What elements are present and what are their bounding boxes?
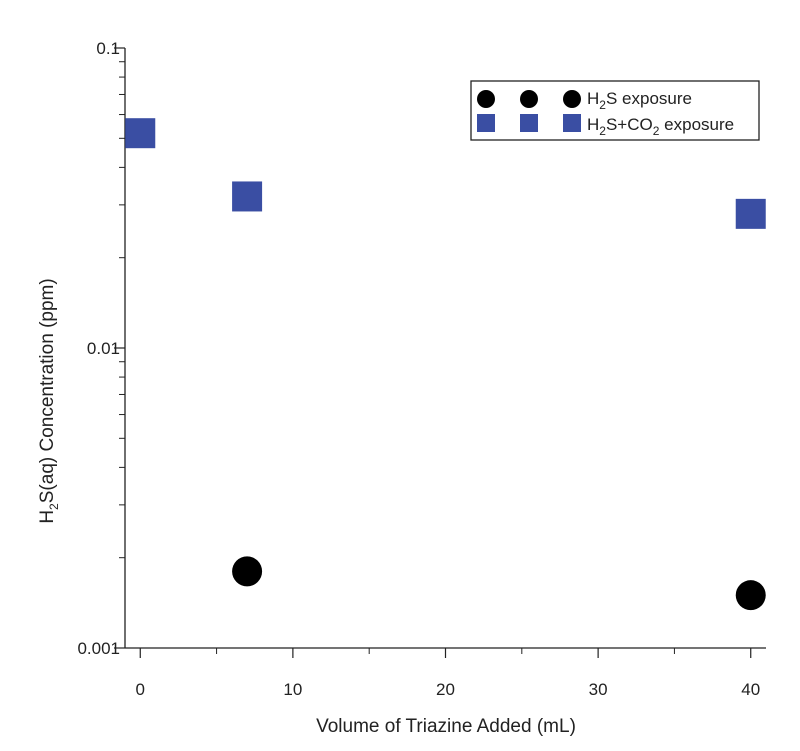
x-tick-label: 40: [741, 680, 760, 699]
legend: H2S exposure H2S+CO2 exposure: [470, 80, 760, 141]
point-h2s-exposure: [232, 556, 263, 587]
y-tick-label: 0.01: [87, 339, 120, 358]
legend-marker-square: [477, 114, 495, 132]
x-tick-label: 20: [436, 680, 455, 699]
legend-box: [470, 80, 760, 141]
y-tick-label: 0.001: [77, 639, 120, 658]
legend-marker-square: [563, 114, 581, 132]
y-axis-title: H2S(aq) Concentration (ppm): [37, 278, 61, 523]
legend-marker-circle: [520, 90, 538, 108]
x-axis-title: Volume of Triazine Added (mL): [316, 716, 576, 737]
legend-label-h2s-co2: H2S+CO2 exposure: [587, 115, 734, 138]
y-tick-label: 0.1: [96, 39, 120, 58]
x-tick-label: 10: [283, 680, 302, 699]
point-h2s-co2-exposure: [735, 198, 766, 229]
data-points: [125, 118, 766, 611]
legend-markers: [477, 90, 581, 132]
ticks: 0 10 20 30 40 0.1 0.01 0.001: [77, 39, 760, 699]
legend-label-h2s: H2S exposure: [587, 89, 692, 112]
legend-marker-circle: [563, 90, 581, 108]
point-h2s-exposure: [735, 580, 766, 611]
legend-marker-circle: [477, 90, 495, 108]
point-h2s-co2-exposure: [125, 118, 156, 149]
point-h2s-co2-exposure: [232, 181, 263, 212]
x-tick-label: 0: [136, 680, 145, 699]
x-tick-label: 30: [589, 680, 608, 699]
legend-marker-square: [520, 114, 538, 132]
